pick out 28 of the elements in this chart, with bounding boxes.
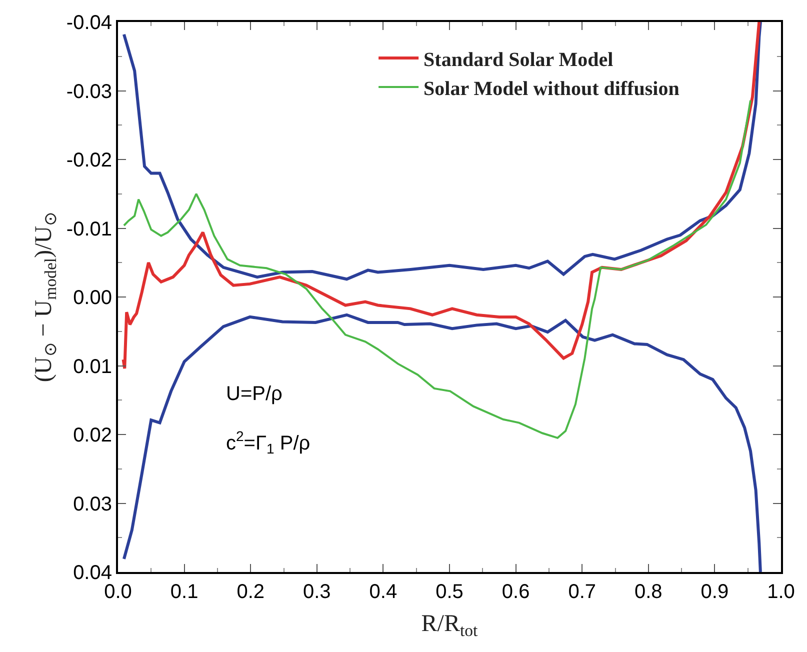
x-tick-label: 0.7 xyxy=(568,581,596,603)
y-tick-label: 0.02 xyxy=(73,424,112,446)
x-tick-label: 0.6 xyxy=(502,581,530,603)
line-series xyxy=(122,313,762,572)
y-tick-label: -0.02 xyxy=(66,150,112,172)
line-series xyxy=(122,22,761,370)
x-tick-label: 1.0 xyxy=(767,581,795,603)
x-tick-label: 0.3 xyxy=(302,581,331,603)
annotation: c$^{2}$=Γ$_{1}$ P/ρ xyxy=(226,428,310,457)
x-tick-label: 0.9 xyxy=(700,581,729,603)
legend-label: Solar Model without diffusion xyxy=(424,78,680,100)
annotation: U=P/ρ xyxy=(226,383,282,405)
y-tick-label: 0.00 xyxy=(73,287,112,309)
y-tick-label: 0.03 xyxy=(73,493,112,516)
x-tick-label: 0.8 xyxy=(634,581,662,603)
legend-label: Standard Solar Model xyxy=(424,48,614,71)
x-tick-label: 0.0 xyxy=(104,581,132,603)
y-tick-label: 0.04 xyxy=(73,562,112,584)
x-axis-title: R/R$_{tot}$ xyxy=(421,610,478,640)
y-tick-label: -0.01 xyxy=(66,218,112,240)
y-tick-label: -0.03 xyxy=(66,80,112,103)
y-tick-label: 0.01 xyxy=(73,356,112,378)
x-tick-label: 0.4 xyxy=(369,581,398,603)
x-tick-label: 0.2 xyxy=(236,581,265,603)
line-series xyxy=(122,22,762,281)
x-tick-label: 0.5 xyxy=(436,581,464,603)
x-tick-label: 0.1 xyxy=(170,581,198,603)
y-tick-label: -0.04 xyxy=(66,12,112,34)
